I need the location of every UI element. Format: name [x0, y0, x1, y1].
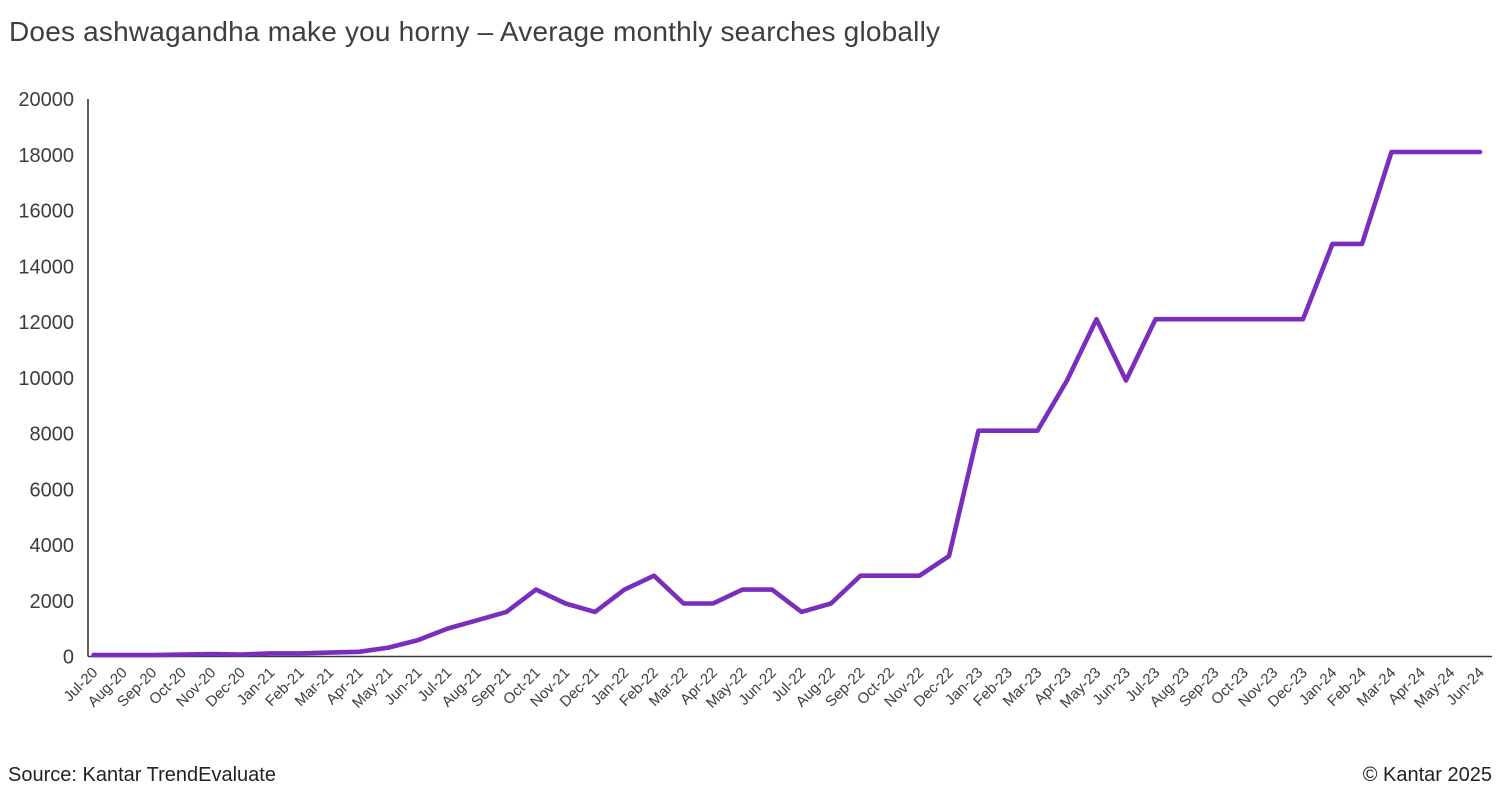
y-tick-label: 8000 [30, 424, 75, 446]
y-tick-label: 2000 [30, 591, 75, 613]
line-chart: 0 2000 4000 6000 8000 10000 12000 14000 16000 180… [18, 89, 1492, 712]
y-tick-label: 12000 [18, 312, 74, 334]
y-tick-label: 6000 [30, 479, 75, 501]
data-series [91, 149, 1483, 658]
y-tick-label: 18000 [18, 145, 74, 167]
source-attribution: Source: Kantar TrendEvaluate [8, 764, 276, 786]
y-axis-tick-labels: 0 2000 4000 6000 8000 10000 12000 14000 16000 180… [18, 89, 74, 669]
y-tick-label: 20000 [18, 89, 74, 111]
y-tick-label: 4000 [30, 535, 75, 557]
y-tick-label: 14000 [18, 256, 74, 278]
x-axis-tick-labels: Jul-20Aug-20Sep-20Oct-20Nov-20Dec-20Jan-… [60, 664, 1487, 711]
copyright-notice: © Kantar 2025 [1362, 764, 1492, 786]
search-trend-line [91, 149, 1483, 658]
y-tick-label: 0 [63, 647, 74, 669]
chart-title: Does ashwagandha make you horny – Averag… [9, 16, 941, 47]
y-tick-label: 16000 [18, 201, 74, 223]
y-tick-label: 10000 [18, 368, 74, 390]
axes [87, 99, 1492, 658]
